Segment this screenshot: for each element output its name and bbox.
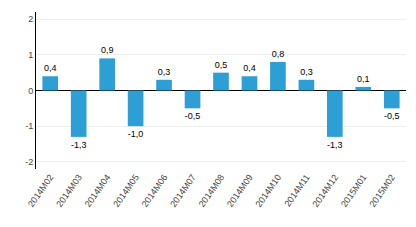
svg-text:-1,3: -1,3 (327, 140, 343, 150)
svg-text:-1: -1 (25, 121, 33, 131)
svg-text:2014M07: 2014M07 (168, 172, 198, 208)
svg-text:2014M10: 2014M10 (254, 172, 284, 208)
svg-text:-1,0: -1,0 (128, 129, 144, 139)
svg-text:0,4: 0,4 (243, 63, 256, 73)
svg-text:0,8: 0,8 (272, 49, 285, 59)
svg-text:2014M09: 2014M09 (225, 172, 255, 208)
svg-text:0,5: 0,5 (215, 60, 228, 70)
svg-text:2014M06: 2014M06 (140, 172, 170, 208)
svg-text:2014M05: 2014M05 (111, 172, 141, 208)
svg-text:0,4: 0,4 (44, 63, 57, 73)
svg-text:2015M02: 2015M02 (367, 172, 397, 208)
svg-text:0,3: 0,3 (158, 67, 171, 77)
svg-text:0: 0 (28, 86, 33, 96)
svg-text:2014M03: 2014M03 (54, 172, 84, 208)
svg-text:-0,5: -0,5 (384, 111, 400, 121)
svg-text:2014M08: 2014M08 (197, 172, 227, 208)
svg-text:2014M12: 2014M12 (310, 172, 340, 208)
svg-text:0,3: 0,3 (300, 67, 313, 77)
svg-text:2: 2 (28, 14, 33, 24)
svg-text:1: 1 (28, 50, 33, 60)
svg-text:0,9: 0,9 (101, 45, 114, 55)
svg-text:-2: -2 (25, 157, 33, 167)
svg-text:2014M02: 2014M02 (26, 172, 56, 208)
svg-text:2014M04: 2014M04 (83, 172, 113, 208)
svg-text:-0,5: -0,5 (185, 111, 201, 121)
svg-text:2015M01: 2015M01 (339, 172, 369, 208)
svg-text:-1,3: -1,3 (71, 140, 87, 150)
svg-text:2014M11: 2014M11 (282, 172, 311, 208)
svg-text:0,1: 0,1 (357, 74, 370, 84)
